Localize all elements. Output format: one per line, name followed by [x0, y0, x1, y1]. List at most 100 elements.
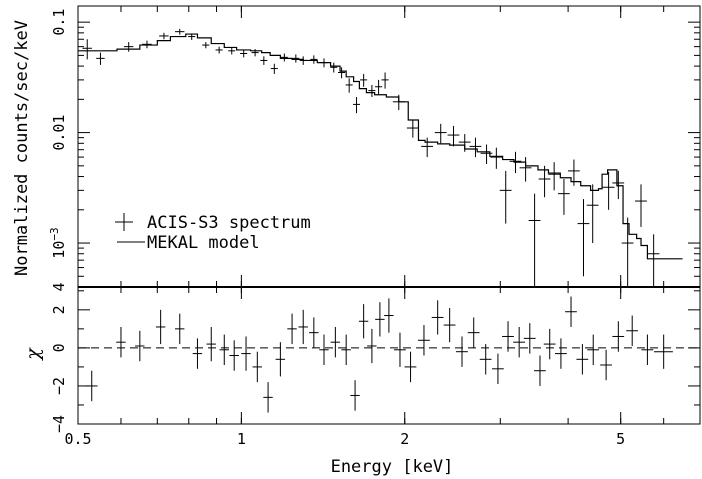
residual-data-point — [417, 325, 430, 356]
spectrum-data-point — [159, 32, 169, 40]
spectrum-data-point — [447, 125, 460, 147]
spectrum-data-point — [577, 199, 590, 277]
spectrum-data-point — [320, 58, 328, 68]
y-tick-label: 0.1 — [50, 9, 68, 36]
residual-frame — [77, 286, 701, 425]
y-tick-label: 2 — [50, 305, 68, 314]
spectrum-data-point — [202, 42, 210, 49]
spectrum-data-point — [352, 97, 361, 114]
spectrum-data-point — [602, 171, 615, 210]
spectrum-data-point — [509, 151, 522, 174]
residual-data-point — [275, 342, 286, 377]
spectrum-data-point — [458, 134, 471, 152]
residual-data-point — [513, 326, 525, 358]
x-tick-label: 1 — [237, 430, 246, 448]
spectrum-data-point — [621, 217, 634, 287]
spectrum-data-point — [434, 123, 447, 144]
residual-data-point — [626, 315, 639, 346]
residual-data-point — [206, 326, 216, 362]
y-axis-label-bottom: χ — [22, 347, 44, 362]
residual-data-point — [491, 353, 504, 385]
spectrum-data-point — [538, 165, 551, 198]
spectrum-data-point — [612, 170, 625, 200]
residual-data-point — [155, 309, 166, 345]
residual-data-point — [219, 334, 229, 366]
residual-data-point — [404, 351, 417, 383]
x-axis-label: Energy [keV] — [331, 457, 454, 477]
spectrum-data-point — [188, 33, 196, 40]
spectrum-data-point — [123, 42, 134, 52]
residual-data-point — [394, 332, 406, 367]
residual-data-point — [367, 328, 377, 364]
spectrum-data-point — [82, 39, 92, 60]
spectrum-data-point — [548, 162, 560, 191]
spectrum-data-point — [567, 159, 580, 186]
residual-data-point — [502, 321, 514, 352]
spectrum-data-point — [360, 73, 368, 87]
spectrum-data-point — [381, 72, 389, 89]
y-tick-label: 0.01 — [50, 115, 68, 151]
spectrum-data-point — [557, 179, 570, 215]
spectrum-data-point — [338, 67, 346, 79]
residual-data-point — [479, 344, 492, 375]
spectrum-data-point — [330, 62, 338, 73]
y-tick-exponent: −3 — [48, 227, 61, 240]
residual-data-point — [641, 334, 654, 366]
residual-data-point — [587, 334, 600, 366]
residual-data-point — [309, 317, 319, 348]
spectrum-data-point — [299, 56, 307, 65]
x-tick-label: 2 — [400, 430, 409, 448]
spectrum-data-point — [586, 184, 599, 244]
residual-data-point — [384, 298, 394, 333]
spectrum-data-point — [635, 184, 647, 227]
residual-data-point — [456, 336, 468, 367]
residual-data-point — [298, 309, 308, 345]
x-tick-label: 5 — [616, 430, 625, 448]
y-tick-label: −4 — [50, 415, 68, 433]
spectrum-data-point — [392, 94, 405, 111]
spectrum-data-point — [469, 137, 482, 158]
residual-data-point — [330, 326, 341, 358]
residual-data-point — [175, 313, 185, 345]
residual-data-point — [287, 313, 297, 345]
residual-data-point — [612, 321, 625, 352]
model-step-line — [78, 33, 683, 260]
residual-data-point — [241, 336, 251, 371]
residual-data-point — [600, 349, 612, 381]
spectrum-data-point — [175, 28, 185, 35]
spectrum-data-point — [96, 52, 105, 65]
residual-data-point — [565, 296, 577, 327]
residual-data-point — [467, 317, 480, 348]
residual-data-point — [358, 304, 369, 339]
residual-data-point — [350, 380, 360, 411]
spectrum-data-point — [528, 193, 541, 287]
residual-data-point — [252, 351, 262, 383]
spectrum-data-point — [240, 49, 248, 58]
spectrum-data-point — [280, 53, 288, 62]
y-axis-label-top: Normalized counts/sec/keV — [12, 20, 32, 276]
spectrum-data-point — [251, 49, 259, 57]
spectrum-data-point — [490, 147, 503, 169]
spectrum-data-point — [215, 46, 223, 54]
spectrum-data-point — [310, 55, 318, 64]
residual-data-point — [443, 307, 456, 343]
residual-data-point — [85, 370, 98, 402]
y-tick-label: −2 — [50, 377, 68, 395]
residual-data-point — [341, 334, 351, 366]
spectrum-data-point — [228, 47, 236, 55]
residual-data-point — [263, 382, 273, 413]
residual-data-point — [534, 355, 546, 386]
x-tick-label: 0.5 — [64, 430, 91, 448]
legend-label-model: MEKAL model — [147, 233, 260, 253]
residual-data-point — [654, 334, 673, 369]
spectrum-data-point — [270, 63, 278, 74]
residual-data-point — [192, 338, 203, 369]
residual-data-point — [554, 338, 567, 369]
spectrum-data-point — [647, 234, 660, 287]
spectrum-data-point — [142, 40, 152, 49]
y-tick-label: 0 — [50, 343, 68, 352]
spectrum-data-point — [519, 157, 532, 182]
